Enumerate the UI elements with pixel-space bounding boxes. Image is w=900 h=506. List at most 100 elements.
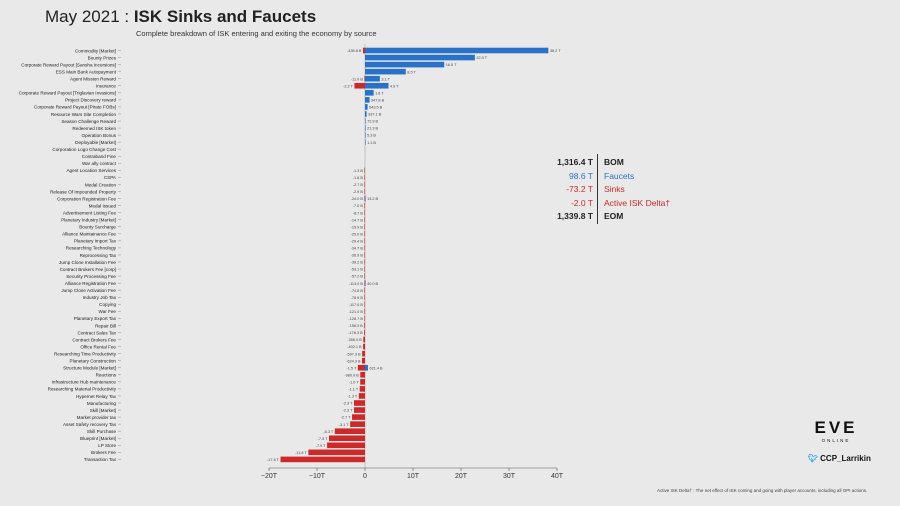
- faucet-value-label: 947.8 B: [371, 98, 385, 102]
- sink-bar: [364, 252, 365, 258]
- sink-value-label: -74.8 B: [351, 289, 364, 293]
- category-label: Alliance Maintainance Fee: [62, 232, 116, 237]
- sink-value-label: -14.7 B: [351, 218, 364, 222]
- sink-bar: [364, 238, 365, 244]
- sink-value-label: -2.3 T: [343, 409, 354, 413]
- faucet-bar: [365, 90, 374, 96]
- category-label: LP Store: [98, 443, 116, 448]
- faucet-bar: [365, 75, 380, 82]
- sink-bar: [362, 357, 365, 364]
- category-label: Contract Brokers Fee [corp]: [60, 267, 116, 272]
- faucet-bar: [365, 111, 367, 117]
- sink-value-label: -980.9 B: [344, 373, 359, 377]
- faucet-value-label: 1.1 B: [367, 141, 376, 145]
- category-label: Copying: [99, 302, 116, 307]
- logo-brand: EVE: [814, 418, 858, 437]
- sink-value-label: -1.1 T: [348, 388, 359, 392]
- sink-bar: [329, 435, 365, 442]
- faucet-bar: [365, 97, 370, 103]
- title-prefix: May 2021 :: [45, 7, 134, 26]
- category-label: Researching Time Productivity: [54, 351, 117, 356]
- category-label: Commodity [Market]: [75, 48, 116, 53]
- sink-value-label: -3.1 T: [339, 423, 350, 427]
- category-label: Skill Purchase: [87, 429, 117, 434]
- sink-bar: [364, 209, 365, 216]
- sink-value-label: -39.2 B: [351, 261, 364, 265]
- category-label: Corporate Reward Payout [Sansha Incursio…: [21, 62, 116, 67]
- category-label: Blueprint [Market]: [80, 436, 116, 441]
- x-tick-label: −20T: [261, 473, 278, 480]
- category-label: War ally contract: [82, 161, 117, 166]
- sink-value-label: -158.3 B: [348, 324, 363, 328]
- sink-bar: [364, 322, 365, 329]
- faucet-bar: [365, 125, 366, 131]
- sink-bar: [364, 301, 365, 308]
- sink-value-label: -7.5 T: [318, 437, 329, 441]
- summary-label: Active ISK Delta†: [604, 197, 671, 208]
- eve-online-logo: EVE ONLINE: [808, 418, 864, 443]
- sink-value-label: -117.0 B: [349, 303, 364, 307]
- category-label: Manufacturing: [87, 401, 117, 406]
- sink-bar: [327, 442, 365, 449]
- sink-bar: [364, 195, 365, 202]
- sink-value-label: -402.1 B: [347, 345, 362, 349]
- sink-bar: [364, 329, 365, 336]
- category-label: Jump Clone Installation Fee: [59, 260, 116, 265]
- page-title: May 2021 : ISK Sinks and Faucets: [45, 7, 316, 27]
- category-label: Corporation Registration Fee: [57, 196, 116, 201]
- sink-bar: [363, 343, 365, 350]
- category-label: Corporate Reward Payout [Triglavian Inva…: [19, 91, 116, 96]
- category-label: Planetary Export Tax: [74, 316, 117, 321]
- logo-sub: ONLINE: [821, 438, 851, 443]
- sink-bar: [353, 407, 365, 413]
- faucet-bar: [365, 82, 389, 89]
- faucet-value-label: 543.5 B: [369, 106, 383, 110]
- sink-bar: [364, 315, 365, 322]
- faucet-value-label: 22.9 T: [476, 56, 487, 60]
- sink-bar: [364, 188, 365, 195]
- sink-value-label: -2.7 T: [341, 416, 352, 420]
- category-label: Reactions: [96, 373, 117, 378]
- sink-value-label: -15.9 B: [351, 225, 364, 229]
- faucet-value-label: 21.3 B: [367, 127, 378, 131]
- category-label: Bounty Surcharge: [79, 225, 116, 230]
- sink-bar: [364, 223, 365, 230]
- faucet-value-label: 4.9 T: [390, 84, 399, 88]
- sink-bar: [358, 393, 365, 399]
- sink-bar: [360, 379, 365, 385]
- faucet-bar: [365, 195, 366, 202]
- category-label: Asset Safety recovery Tax: [63, 422, 117, 427]
- sink-bar: [364, 273, 365, 279]
- category-label: Agent Mission Reward: [70, 77, 116, 82]
- faucet-bar: [365, 54, 475, 61]
- category-label: Release Of Impounded Property: [50, 189, 117, 194]
- sink-bar: [364, 266, 365, 272]
- sink-bar: [357, 364, 365, 371]
- sink-bar: [280, 456, 365, 463]
- sink-value-label: -36.9 B: [351, 254, 364, 258]
- category-label: Security Processing Fee: [66, 274, 116, 279]
- sink-value-label: -7.0 B: [353, 204, 364, 208]
- summary-label: EOM: [604, 211, 624, 221]
- category-label: Operation Bonus: [82, 133, 117, 138]
- faucet-value-label: 1.8 T: [375, 91, 384, 95]
- category-label: Contract Sales Tax: [78, 330, 117, 335]
- sink-bar: [364, 202, 365, 209]
- sink-bar: [352, 414, 365, 420]
- sink-value-label: -57.2 B: [351, 275, 364, 279]
- summary-label: Sinks: [604, 184, 625, 194]
- twitter-bird-icon: 🐦︎: [808, 454, 819, 463]
- category-label: Researching Material Productivity: [48, 387, 117, 392]
- faucet-value-label: 8.5 T: [407, 70, 416, 74]
- sink-value-label: -2.3 T: [343, 402, 354, 406]
- sink-value-label: -624.3 B: [346, 359, 361, 363]
- faucet-bar: [365, 280, 366, 286]
- summary-value: 1,316.4 T: [557, 157, 593, 167]
- category-label: Season Challenge Reward: [61, 119, 116, 124]
- faucet-value-label: 5.3 B: [367, 134, 376, 138]
- sink-bar: [364, 287, 365, 293]
- page-subtitle: Complete breakdown of ISK entering and e…: [136, 29, 377, 38]
- sink-value-label: -7.9 T: [316, 444, 327, 448]
- sink-value-label: -113.0 B: [349, 282, 364, 286]
